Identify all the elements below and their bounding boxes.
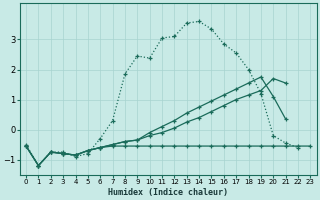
X-axis label: Humidex (Indice chaleur): Humidex (Indice chaleur) bbox=[108, 188, 228, 197]
